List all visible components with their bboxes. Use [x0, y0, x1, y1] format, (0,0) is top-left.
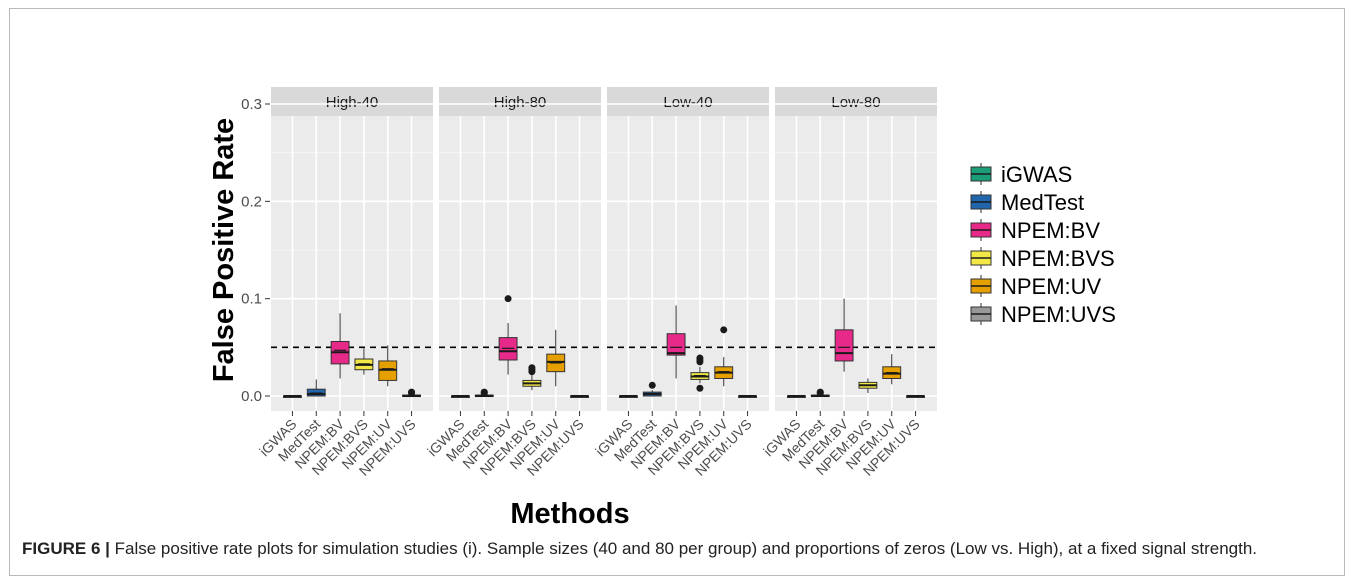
facet-strip: [271, 87, 433, 116]
y-tick-label: 0.2: [241, 193, 262, 210]
outlier-point-npem-bv: [504, 295, 512, 303]
y-tick-label: 0.3: [241, 96, 262, 113]
outlier-point-medtest: [648, 381, 656, 389]
legend-label-npem-bvs: NPEM:BVS: [1001, 246, 1115, 271]
legend-label-medtest: MedTest: [1001, 190, 1084, 215]
outlier-point-npem-uvs: [408, 388, 416, 396]
facet-strip: [439, 87, 601, 116]
x-axis-title: Methods: [510, 498, 629, 530]
figure-frame: [9, 8, 1345, 576]
legend-label-igwas: iGWAS: [1001, 162, 1072, 187]
y-axis-title: False Positive Rate: [208, 118, 240, 382]
outlier-point-npem-uv: [720, 326, 728, 334]
panel-background: [271, 116, 433, 411]
outlier-point-npem-bvs: [528, 364, 536, 372]
panel-background: [439, 116, 601, 411]
legend-label-npem-bv: NPEM:BV: [1001, 218, 1100, 243]
outlier-point-npem-bvs: [696, 384, 704, 392]
caption-text: False positive rate plots for simulation…: [109, 539, 1258, 558]
outlier-point-medtest: [816, 388, 824, 396]
legend-label-npem-uv: NPEM:UV: [1001, 274, 1102, 299]
facet-strip: [775, 87, 937, 116]
box-npem-bv: [666, 333, 686, 356]
outlier-point-medtest: [480, 388, 488, 396]
facet-strip-title: Low-40: [663, 94, 712, 111]
y-tick-label: 0.0: [241, 388, 262, 405]
panel-background: [607, 116, 769, 411]
facet-strip-title: High-80: [494, 94, 547, 111]
box-npem-bv: [834, 329, 854, 362]
facet-strip-title: Low-80: [831, 94, 880, 111]
y-tick-label: 0.1: [241, 291, 262, 308]
outlier-point-npem-bvs: [696, 354, 704, 362]
figure-caption: FIGURE 6 | False positive rate plots for…: [22, 539, 1342, 559]
legend-label-npem-uvs: NPEM:UVS: [1001, 302, 1116, 327]
panel-background: [775, 116, 937, 411]
caption-label: FIGURE 6 |: [22, 539, 110, 558]
facet-strip-title: High-40: [326, 94, 379, 111]
facet-strip: [607, 87, 769, 116]
